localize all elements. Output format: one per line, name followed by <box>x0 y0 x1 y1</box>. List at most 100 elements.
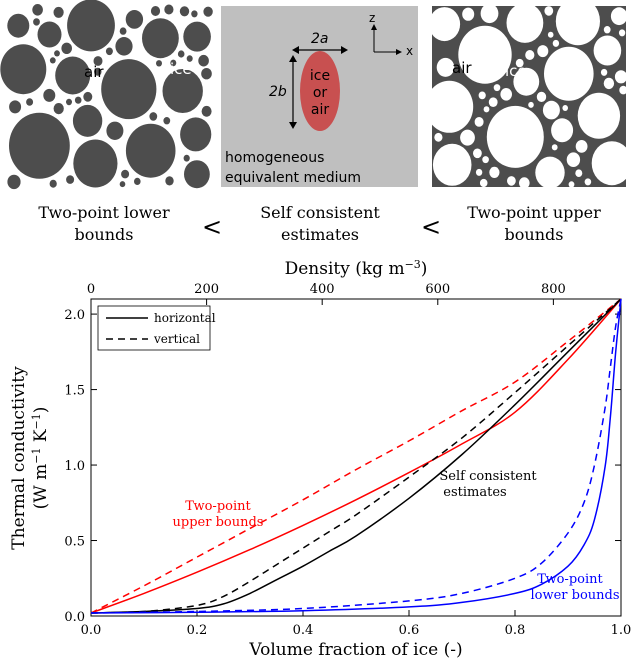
schematic-captions: Two-point lower bounds < Self consistent… <box>38 203 601 244</box>
y-axis-label-line1: Thermal conductivity <box>9 366 29 550</box>
ellipsoidal-inclusion <box>300 51 340 131</box>
legend-horizontal-label: horizontal <box>154 311 216 325</box>
grain <box>191 10 198 18</box>
grain <box>177 50 185 58</box>
grain <box>0 44 47 95</box>
top-tick-label: 200 <box>194 282 219 297</box>
left-ice-grains <box>0 0 213 190</box>
middle-medium-panel: z x 2a 2b ice or air homogeneous equival… <box>221 6 418 187</box>
grain <box>460 129 475 146</box>
inclusion-label-or: or <box>313 85 328 101</box>
grain <box>149 112 158 121</box>
lower-vertical-line <box>90 298 622 614</box>
top-tick-label: 800 <box>541 282 566 297</box>
right-air-bubbles <box>425 0 632 189</box>
plot-frame <box>90 298 622 617</box>
dimension-2a-right-head <box>341 46 348 54</box>
grain <box>165 176 174 186</box>
dimension-2a-label: 2a <box>311 31 329 47</box>
left-microstructure-panel: air ice <box>0 0 213 190</box>
y-axis-label-line2: (W m−1 K−1) <box>30 407 51 510</box>
grain <box>555 0 600 46</box>
caption-self-line1: Self consistent <box>260 203 380 222</box>
grain <box>488 97 498 107</box>
grain <box>74 96 82 104</box>
legend-box <box>97 305 211 351</box>
grain <box>7 13 30 38</box>
grain <box>577 92 621 139</box>
y-axis-label: Thermal conductivity (W m−1 K−1) <box>9 366 51 550</box>
grain <box>66 175 75 184</box>
medium-label-line1: homogeneous <box>225 150 324 166</box>
legend: horizontal vertical <box>97 305 216 351</box>
grain <box>525 50 535 60</box>
grain <box>180 117 212 152</box>
less-than-symbol-right: < <box>421 213 441 241</box>
legend-vertical-label: vertical <box>153 332 200 346</box>
top-axis-label: Density (kg m−3) <box>285 258 428 279</box>
grain <box>106 121 124 140</box>
grain <box>162 69 203 113</box>
grain <box>26 98 34 106</box>
grain <box>156 60 162 67</box>
annotation-lower-line1: Two-point <box>537 572 603 587</box>
grain <box>163 117 171 125</box>
grain <box>600 68 608 76</box>
right-microstructure-panel: air ice <box>425 0 632 189</box>
grain <box>49 57 56 64</box>
grain <box>591 141 632 186</box>
grain <box>94 67 102 76</box>
grain <box>186 55 193 62</box>
grain <box>425 80 474 133</box>
grain <box>33 18 40 26</box>
grain <box>43 88 56 102</box>
grain <box>164 4 174 15</box>
top-tick-label: 0 <box>87 282 95 297</box>
grain <box>142 18 179 59</box>
y-tick-label: 1.0 <box>64 459 85 474</box>
annotation-upper-line2: upper bounds <box>173 515 264 530</box>
grain <box>198 54 209 67</box>
grain <box>458 25 512 84</box>
grain <box>150 6 161 16</box>
grain <box>480 3 499 24</box>
grain <box>9 112 70 179</box>
grain <box>67 0 115 52</box>
grain <box>105 47 113 56</box>
annotation-self-line1: Self consistent <box>439 469 537 484</box>
grain <box>618 29 626 37</box>
grain <box>486 105 544 168</box>
grain <box>551 118 574 143</box>
conductivity-chart: Density (kg m−3) Thermal conductivity (W… <box>9 258 631 660</box>
y-tick-label: 1.5 <box>64 384 85 399</box>
dimension-2b-top-head <box>289 55 297 62</box>
self-horizontal-line <box>90 298 622 614</box>
x-tick-label: 0.2 <box>187 623 208 638</box>
annotation-self-line2: estimates <box>443 485 506 500</box>
grain <box>37 21 62 48</box>
grain <box>475 168 483 176</box>
grain <box>519 177 530 189</box>
y-tick-label: 0.5 <box>64 535 85 550</box>
annotation-upper-line1: Two-point <box>185 499 251 514</box>
grain <box>493 84 501 92</box>
x-tick-label: 0.4 <box>293 623 314 638</box>
grain <box>478 91 486 100</box>
right-ice-label: ice <box>505 62 527 80</box>
grain <box>66 98 72 106</box>
grain <box>575 169 583 177</box>
z-axis-label: z <box>369 11 375 25</box>
caption-self-line2: estimates <box>281 225 359 244</box>
grain <box>603 26 611 34</box>
medium-label-line2: equivalent medium <box>225 170 361 186</box>
axis-ticks: 0.0 0.2 0.4 0.6 0.8 1.0 0.0 0.5 1.0 1.5 2.00 200 400… <box>64 282 631 638</box>
z-arrow-head <box>371 24 377 30</box>
caption-upper-line2: bounds <box>505 225 564 244</box>
grain <box>568 181 575 188</box>
grain <box>593 35 622 66</box>
caption-lower-line1: Two-point lower <box>38 203 170 222</box>
grain <box>575 140 588 153</box>
grain <box>528 101 534 108</box>
grain <box>134 177 141 185</box>
dimension-2b-label: 2b <box>269 84 287 100</box>
